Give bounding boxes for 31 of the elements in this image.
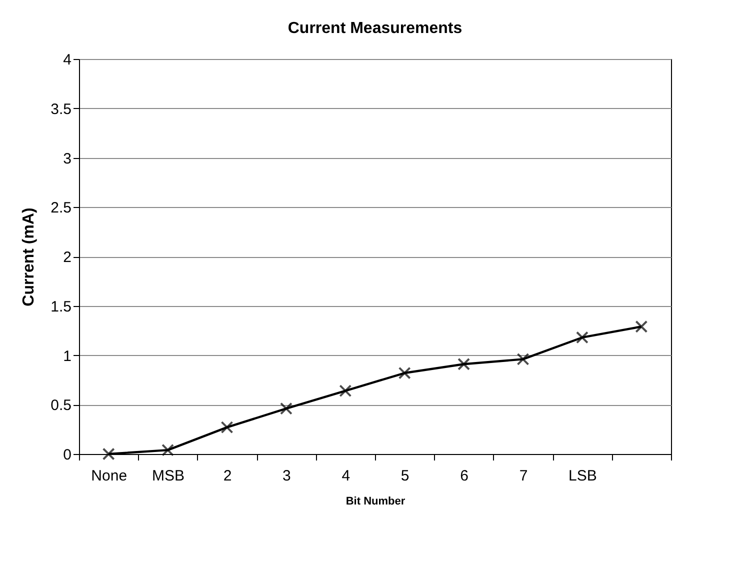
x-tick-label: MSB — [152, 468, 185, 484]
y-tick-label: 1 — [63, 348, 72, 365]
x-tick-label: 5 — [400, 468, 410, 484]
y-tick-label: 1.5 — [50, 298, 72, 316]
y-tick-label: 0.5 — [50, 397, 72, 414]
x-tick-label: 6 — [460, 468, 468, 484]
point — [220, 421, 234, 434]
x-tick-label: 2 — [223, 468, 232, 484]
x-axis-title: Bit Number — [346, 496, 406, 508]
point — [339, 384, 352, 398]
y-axis-title: Current (mA) — [20, 208, 38, 306]
point — [516, 352, 530, 366]
point — [162, 444, 174, 456]
y-tick-label: 2.5 — [50, 200, 72, 217]
x-tick-label: 7 — [519, 468, 528, 484]
chart-title: Current Measurements — [288, 20, 462, 37]
point — [576, 331, 588, 344]
point — [280, 402, 292, 415]
point — [102, 448, 115, 460]
y-tick-label: 3 — [63, 150, 72, 168]
y-tick-label: 4 — [63, 52, 72, 68]
point — [398, 366, 411, 380]
point — [458, 358, 470, 370]
x-tick-label: None — [91, 468, 128, 484]
x-tick-label: 4 — [342, 468, 350, 484]
y-tick-label: 2 — [63, 249, 72, 266]
x-tick-label: 3 — [282, 468, 291, 484]
point — [635, 320, 648, 333]
y-tick-label: 3.5 — [50, 100, 72, 118]
x-tick-label: LSB — [568, 468, 597, 484]
y-tick-label: 0 — [63, 446, 72, 464]
